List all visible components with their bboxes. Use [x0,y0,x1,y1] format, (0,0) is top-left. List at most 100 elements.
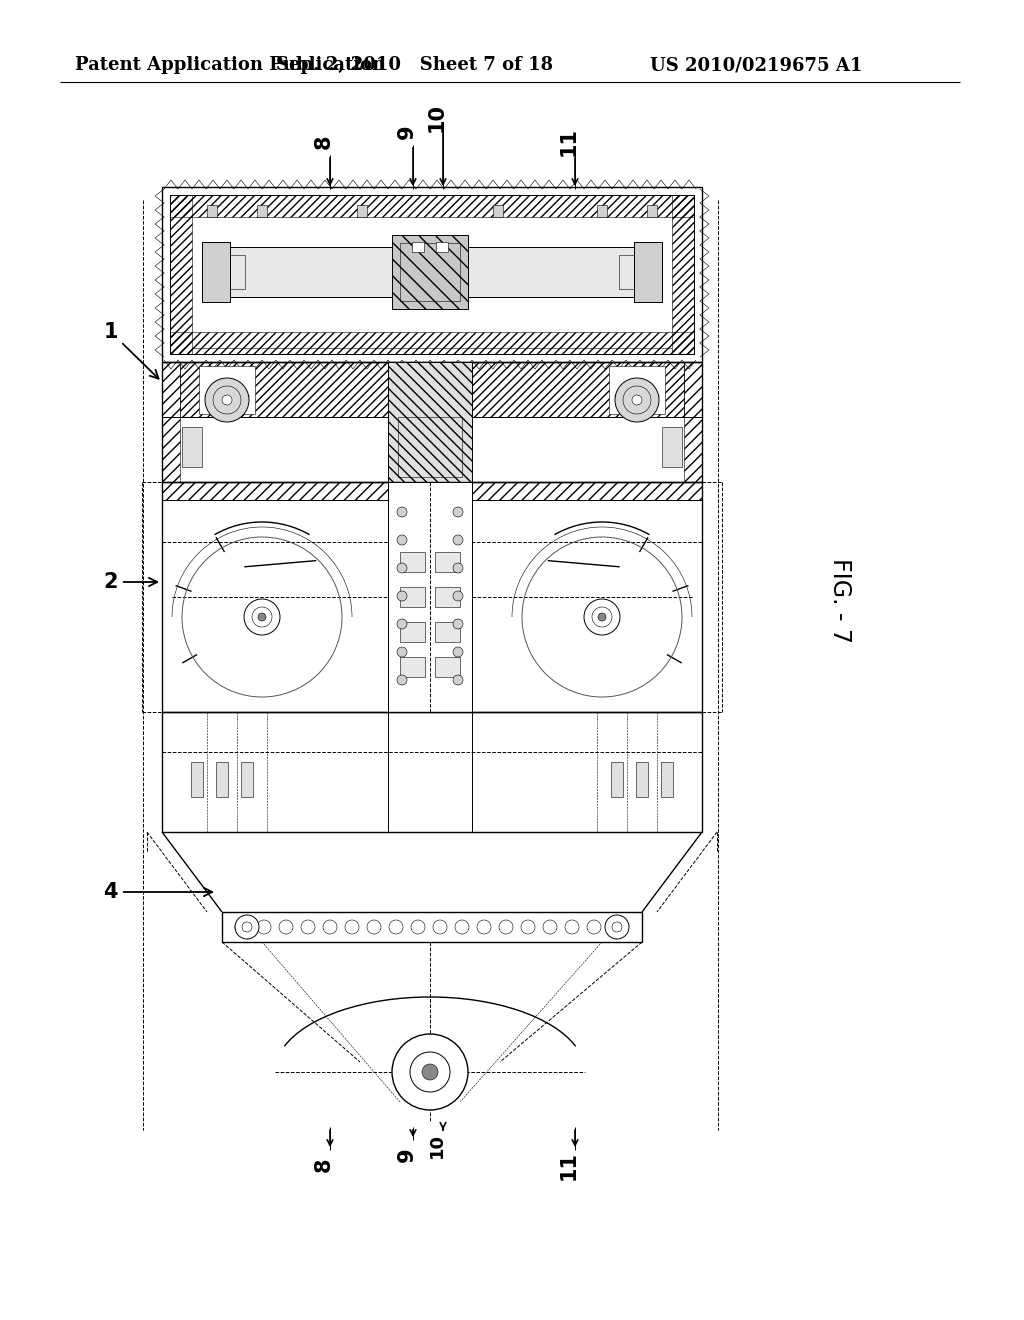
Bar [162,482,702,500]
Bar [202,247,662,297]
Text: 8: 8 [314,1158,334,1172]
Circle shape [397,591,407,601]
Bar [182,426,202,467]
Text: 10: 10 [428,1133,446,1158]
Bar [230,255,245,289]
Bar [162,711,702,832]
Circle shape [257,920,271,935]
Bar [207,205,217,216]
Text: Patent Application Publication: Patent Application Publication [75,55,385,74]
Bar [216,762,228,797]
Text: Sep. 2, 2010   Sheet 7 of 18: Sep. 2, 2010 Sheet 7 of 18 [276,55,554,74]
Bar [357,205,367,216]
Circle shape [397,535,407,545]
Circle shape [453,535,463,545]
Circle shape [244,599,280,635]
Text: 8: 8 [314,135,334,149]
Bar [170,195,694,354]
Circle shape [453,564,463,573]
Bar [618,255,634,289]
Circle shape [605,915,629,939]
Circle shape [433,920,447,935]
Bar [435,552,460,572]
Bar [672,195,694,354]
Circle shape [323,920,337,935]
Bar [162,482,702,711]
Circle shape [598,612,606,620]
Bar [170,195,694,216]
Bar [435,657,460,677]
Bar [222,912,642,942]
Bar [162,187,702,362]
Text: US 2010/0219675 A1: US 2010/0219675 A1 [650,55,862,74]
Circle shape [397,564,407,573]
Bar [199,366,255,414]
Bar [662,762,673,797]
Circle shape [499,920,513,935]
Bar [191,762,203,797]
Bar [436,242,449,252]
Circle shape [453,647,463,657]
Bar [400,622,425,642]
Bar [400,552,425,572]
Bar [170,333,694,354]
Circle shape [397,507,407,517]
Circle shape [367,920,381,935]
Circle shape [258,612,266,620]
Circle shape [632,395,642,405]
Circle shape [234,915,259,939]
Text: 11: 11 [559,1151,579,1180]
Bar [647,205,657,216]
Bar [435,622,460,642]
Circle shape [301,920,315,935]
Bar [400,657,425,677]
Text: 4: 4 [103,882,212,902]
Circle shape [345,920,359,935]
Bar [180,362,684,417]
Bar [597,205,607,216]
Circle shape [565,920,579,935]
Bar [392,235,468,309]
Bar [388,711,472,832]
Circle shape [453,591,463,601]
Circle shape [453,619,463,630]
Bar [662,426,682,467]
Bar [170,195,193,354]
Circle shape [422,1064,438,1080]
Bar [257,205,267,216]
Text: FIG. - 7: FIG. - 7 [828,557,852,643]
Bar [400,243,460,301]
Bar [611,762,623,797]
Bar [388,362,472,482]
Circle shape [453,507,463,517]
Bar [162,362,702,482]
Circle shape [615,378,659,422]
Circle shape [455,920,469,935]
Text: 2: 2 [103,572,158,591]
Text: 1: 1 [103,322,159,379]
Bar [412,242,424,252]
Bar [162,362,180,482]
Bar [684,362,702,482]
Bar [388,482,472,711]
Bar [241,762,253,797]
Circle shape [609,920,623,935]
Circle shape [411,920,425,935]
Bar [634,242,662,302]
Text: 9: 9 [397,1147,417,1163]
Circle shape [397,675,407,685]
Circle shape [477,920,490,935]
Circle shape [389,920,403,935]
Bar [493,205,503,216]
Circle shape [397,647,407,657]
Circle shape [397,619,407,630]
Text: 9: 9 [397,124,417,140]
Bar [609,366,665,414]
Bar [398,417,462,477]
Circle shape [279,920,293,935]
Bar [400,587,425,607]
Circle shape [521,920,535,935]
Circle shape [543,920,557,935]
Circle shape [587,920,601,935]
Text: 10: 10 [427,103,447,132]
